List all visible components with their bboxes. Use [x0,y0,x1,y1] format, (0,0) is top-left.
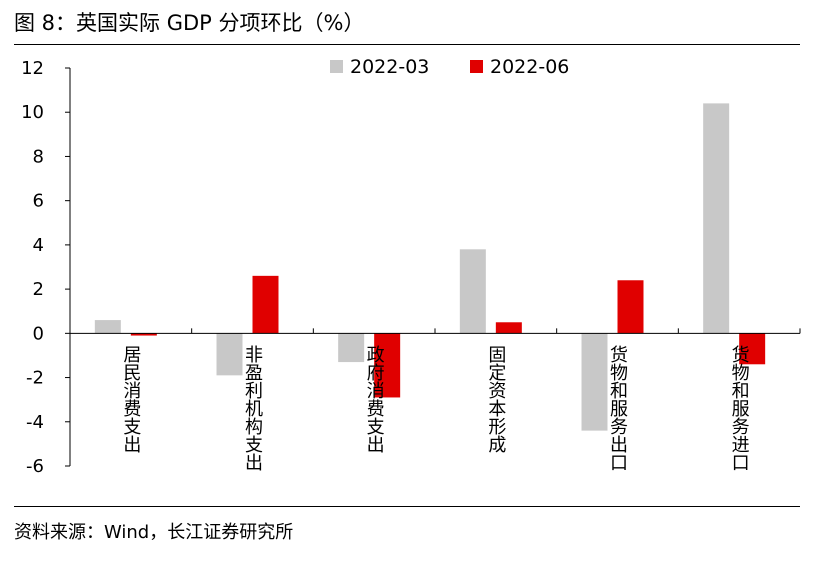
y-tick-label: 0 [33,323,44,344]
bar-2022-03-1 [216,333,243,376]
title-divider [14,44,800,45]
source-note: 资料来源：Wind，长江证券研究所 [14,522,294,543]
legend-label: 2022-06 [490,56,569,78]
figure-title: 图 8：英国实际 GDP 分项环比（%） [14,11,365,35]
y-tick-label: 2 [33,279,44,300]
bar-2022-06-2 [374,333,401,398]
bar-2022-06-0 [130,333,157,336]
bar-2022-03-3 [459,249,486,334]
x-category-label: 非盈利机构支出 [242,345,263,471]
y-tick-label: -6 [26,456,44,477]
legend-swatch-2022-06 [470,60,483,73]
bar-2022-06-1 [252,275,279,334]
bar-2022-06-4 [617,280,644,334]
bar-2022-03-0 [94,320,121,334]
legend-label: 2022-03 [350,56,429,78]
y-tick-label: 12 [21,58,44,79]
legend-swatch-2022-03 [330,60,343,73]
bar-2022-03-2 [338,333,365,363]
x-category-label: 固定资本形成 [485,345,506,453]
bar-2022-03-5 [703,103,730,334]
x-category-label: 货物和服务进口 [729,345,750,471]
y-tick-label: -2 [26,368,44,389]
bar-2022-06-3 [495,322,522,334]
bar-2022-03-4 [581,333,608,431]
x-category-label: 居民消费支出 [120,345,141,453]
x-category-label: 政府消费支出 [364,345,385,453]
source-divider [14,506,800,507]
x-category-label: 货物和服务出口 [607,345,628,471]
y-tick-label: 4 [33,235,44,256]
y-tick-label: -4 [26,412,44,433]
y-tick-label: 6 [33,191,44,212]
y-tick-label: 10 [21,102,44,123]
bar-2022-06-5 [739,333,766,365]
y-tick-label: 8 [33,146,44,167]
